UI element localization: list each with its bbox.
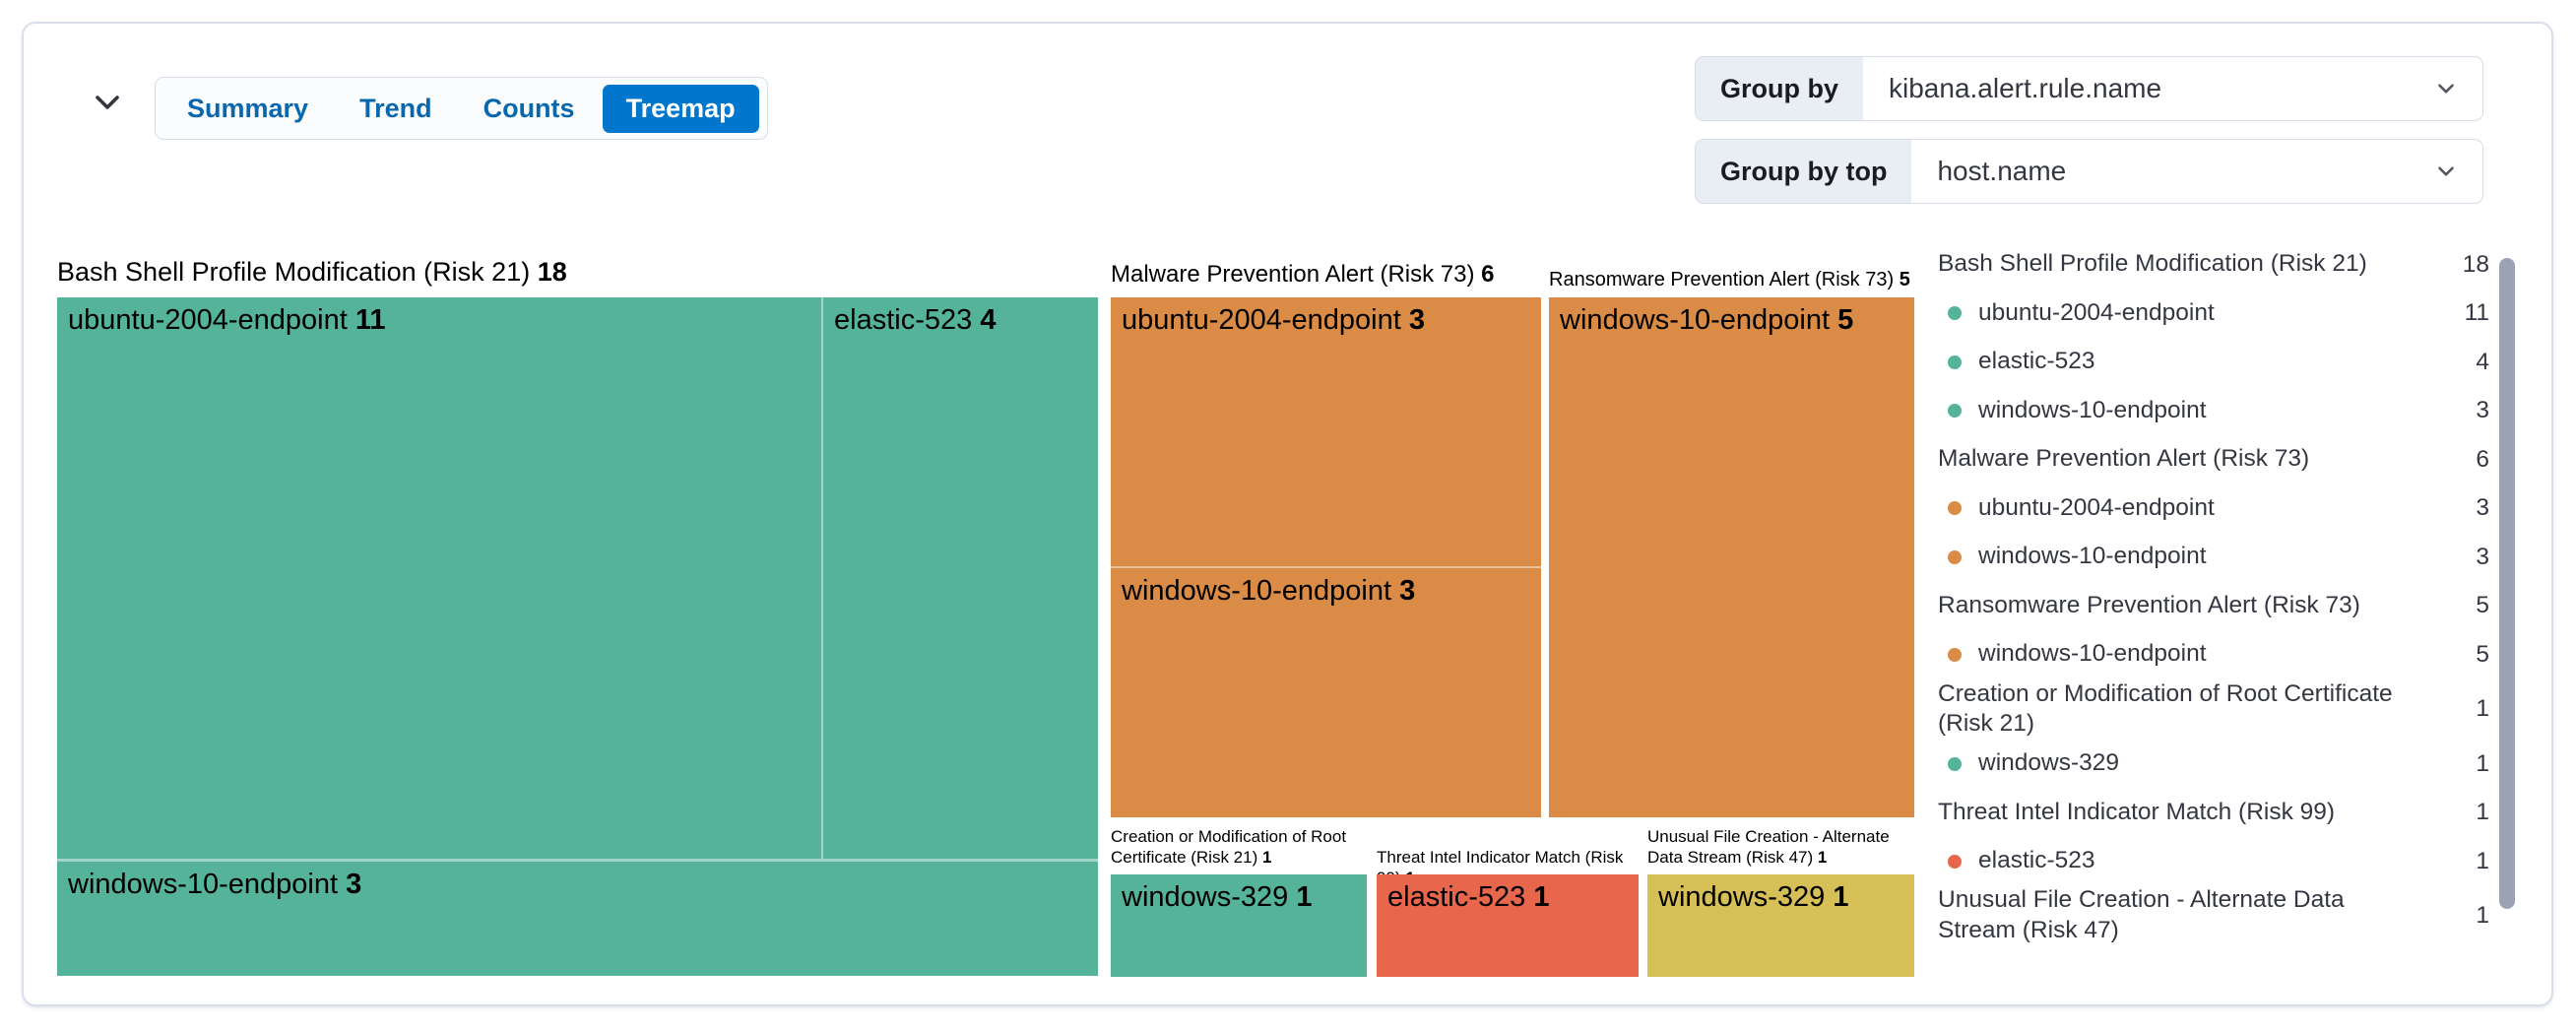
chevron-down-icon — [92, 87, 123, 121]
treemap-tile[interactable]: elastic-523 4 — [823, 297, 1098, 859]
tab-trend[interactable]: Trend — [336, 85, 456, 133]
group-by-value[interactable]: kibana.alert.rule.name — [1889, 73, 2162, 103]
treemap-tile[interactable]: ubuntu-2004-endpoint 11 — [57, 297, 821, 859]
treemap-tile[interactable]: elastic-523 1 — [1377, 874, 1639, 977]
tab-counts[interactable]: Counts — [460, 85, 599, 133]
legend-group-row[interactable]: Bash Shell Profile Modification (Risk 21… — [1938, 250, 2489, 278]
treemap-group-title: Malware Prevention Alert (Risk 73) 6 — [1111, 261, 1495, 288]
legend-item-row[interactable]: ubuntu-2004-endpoint 3 — [1938, 484, 2489, 534]
tab-summary[interactable]: Summary — [163, 85, 332, 133]
legend-item-row[interactable]: windows-10-endpoint 5 — [1938, 630, 2489, 679]
legend-item-row[interactable]: windows-329 1 — [1938, 740, 2489, 789]
legend-dot-icon — [1948, 355, 1962, 369]
treemap-tile[interactable]: windows-10-endpoint 3 — [57, 862, 1098, 976]
legend-scrollbar[interactable] — [2499, 258, 2515, 909]
treemap-group-title: Ransomware Prevention Alert (Risk 73) 5 — [1549, 269, 1910, 290]
legend-dot-icon — [1948, 854, 1962, 869]
view-tab-group: Summary Trend Counts Treemap — [155, 77, 768, 140]
legend-item-row[interactable]: elastic-523 4 — [1938, 338, 2489, 387]
group-by-select[interactable]: Group by kibana.alert.rule.name — [1695, 56, 2483, 121]
group-by-label: Group by — [1696, 57, 1863, 120]
legend-dot-icon — [1948, 549, 1962, 564]
legend-group-row[interactable]: Unusual File Creation - Alternate Data S… — [1938, 886, 2489, 943]
treemap-tile[interactable]: windows-10-endpoint 3 — [1111, 568, 1541, 817]
group-by-top-label: Group by top — [1696, 140, 1912, 203]
legend-item-row[interactable]: elastic-523 1 — [1938, 837, 2489, 886]
treemap-legend: Bash Shell Profile Modification (Risk 21… — [1938, 240, 2489, 946]
collapse-panel-button[interactable] — [85, 83, 130, 124]
treemap-group-title: Unusual File Creation - Alternate Data S… — [1647, 827, 1890, 867]
treemap-tile[interactable]: ubuntu-2004-endpoint 3 — [1111, 297, 1541, 566]
tab-treemap[interactable]: Treemap — [602, 84, 759, 133]
legend-group-row[interactable]: Ransomware Prevention Alert (Risk 73) 5 — [1938, 591, 2489, 619]
legend-group-row[interactable]: Malware Prevention Alert (Risk 73) 6 — [1938, 445, 2489, 473]
treemap-group-title: Bash Shell Profile Modification (Risk 21… — [57, 257, 567, 287]
legend-group-row[interactable]: Creation or Modification of Root Certifi… — [1938, 679, 2489, 738]
group-by-top-value[interactable]: host.name — [1937, 156, 2067, 186]
legend-dot-icon — [1948, 647, 1962, 662]
legend-dot-icon — [1948, 306, 1962, 321]
chevron-down-icon — [2433, 140, 2482, 203]
legend-dot-icon — [1948, 501, 1962, 516]
treemap-tile[interactable]: windows-10-endpoint 5 — [1549, 297, 1914, 817]
legend-group-row[interactable]: Threat Intel Indicator Match (Risk 99) 1 — [1938, 798, 2489, 825]
treemap-tile[interactable]: windows-329 1 — [1647, 874, 1914, 977]
legend-item-row[interactable]: windows-10-endpoint 3 — [1938, 533, 2489, 582]
legend-item-row[interactable]: windows-10-endpoint 3 — [1938, 387, 2489, 436]
legend-dot-icon — [1948, 404, 1962, 419]
chevron-down-icon — [2433, 57, 2482, 120]
legend-item-row[interactable]: ubuntu-2004-endpoint 11 — [1938, 290, 2489, 339]
treemap-group-title: Creation or Modification of Root Certifi… — [1111, 827, 1347, 867]
treemap-tile[interactable]: windows-329 1 — [1111, 874, 1367, 977]
group-by-top-select[interactable]: Group by top host.name — [1695, 139, 2483, 204]
legend-dot-icon — [1948, 756, 1962, 771]
